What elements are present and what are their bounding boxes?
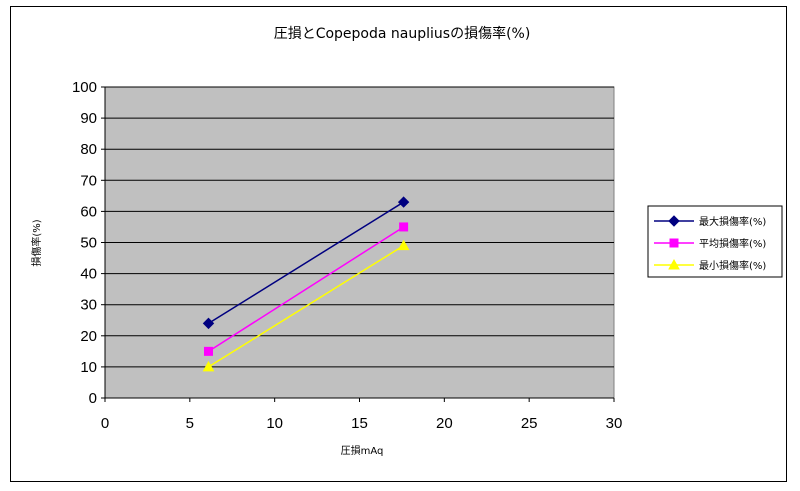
y-tick-label: 10 bbox=[80, 359, 97, 376]
legend-label: 最大損傷率(%) bbox=[699, 215, 766, 228]
data-point bbox=[203, 346, 213, 356]
y-axis-title: 損傷率(%) bbox=[30, 219, 43, 266]
legend-marker bbox=[669, 238, 679, 248]
x-tick-label: 25 bbox=[521, 415, 538, 432]
y-tick-label: 80 bbox=[80, 141, 97, 158]
y-tick-label: 60 bbox=[80, 203, 97, 220]
y-tick-label: 40 bbox=[80, 266, 97, 283]
series-2 bbox=[203, 222, 409, 356]
y-tick-label: 30 bbox=[80, 297, 97, 314]
series-1 bbox=[202, 196, 410, 330]
x-tick-label: 20 bbox=[436, 415, 453, 432]
y-tick-label: 0 bbox=[89, 390, 97, 407]
legend-item: 最大損傷率(%) bbox=[654, 215, 766, 228]
series-layer bbox=[202, 196, 410, 372]
legend-item: 平均損傷率(%) bbox=[654, 237, 766, 250]
legend-marker bbox=[668, 258, 680, 270]
y-tick-label: 100 bbox=[72, 79, 97, 96]
x-axis: 0 5 10 15 20 25 30 bbox=[101, 398, 623, 432]
chart-title: 圧損とCopepoda naupliusの損傷率(%) bbox=[274, 25, 531, 42]
x-tick-label: 5 bbox=[186, 415, 194, 432]
data-point bbox=[397, 239, 410, 251]
series-3 bbox=[202, 239, 410, 372]
x-axis-title: 圧損mAq bbox=[341, 444, 384, 457]
legend: 最大損傷率(%) 平均損傷率(%) 最小損傷率(%) bbox=[647, 205, 783, 278]
y-axis: 0 10 20 30 40 50 60 70 80 90 100 bbox=[72, 79, 105, 407]
x-tick-label: 15 bbox=[351, 415, 368, 432]
y-tick-label: 20 bbox=[80, 328, 97, 345]
series-line bbox=[208, 226, 405, 352]
y-tick-label: 90 bbox=[80, 110, 97, 127]
x-tick-label: 30 bbox=[606, 415, 623, 432]
data-point bbox=[399, 222, 409, 232]
grid-lines bbox=[105, 86, 614, 368]
legend-item: 最小損傷率(%) bbox=[654, 258, 766, 272]
x-tick-label: 0 bbox=[101, 415, 109, 432]
series-line bbox=[208, 201, 405, 324]
legend-marker bbox=[668, 215, 680, 227]
x-tick-label: 10 bbox=[266, 415, 283, 432]
y-tick-label: 50 bbox=[80, 235, 97, 252]
legend-label: 最小損傷率(%) bbox=[699, 259, 766, 272]
series-line bbox=[208, 244, 405, 368]
data-point bbox=[202, 360, 215, 372]
legend-label: 平均損傷率(%) bbox=[699, 237, 766, 250]
y-tick-label: 70 bbox=[80, 172, 97, 189]
data-point bbox=[202, 317, 215, 330]
data-point bbox=[397, 196, 410, 208]
